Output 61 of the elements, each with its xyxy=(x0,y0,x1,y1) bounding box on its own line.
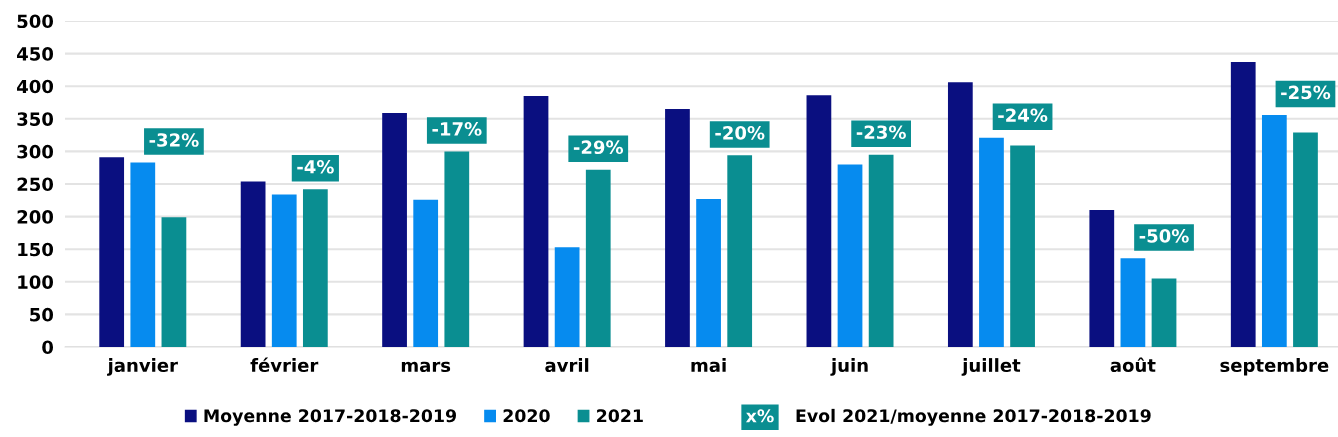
y-tick-label: 500 xyxy=(17,14,54,29)
x-tick-label: juin xyxy=(830,358,868,376)
annotation: -25% xyxy=(1281,85,1331,100)
annotation: -17% xyxy=(432,122,482,136)
bar xyxy=(1089,210,1115,347)
bar xyxy=(444,151,470,347)
legend-label: 2021 xyxy=(597,409,643,423)
text: x% xyxy=(745,409,774,423)
bar xyxy=(130,162,156,347)
y-tick-label: 300 xyxy=(17,144,54,159)
bar xyxy=(302,189,328,347)
text: Evol 2021/moyenne 2017-2018-2019 xyxy=(796,408,1151,426)
bar xyxy=(1010,145,1035,347)
bar xyxy=(837,164,863,347)
bar xyxy=(665,109,690,347)
bar xyxy=(1151,278,1177,347)
y-tick-label: 150 xyxy=(18,242,54,257)
bar xyxy=(240,181,266,347)
legend-label: Moyenne 2017-2018-2019 xyxy=(204,409,456,426)
bar xyxy=(271,194,297,347)
annotation: -20% xyxy=(715,126,765,140)
annotation: -23% xyxy=(856,125,906,140)
x-tick-label: juillet xyxy=(961,358,1021,376)
bar xyxy=(585,169,611,347)
bar xyxy=(99,157,125,347)
annotation: -50% xyxy=(1139,229,1189,243)
bar xyxy=(1261,114,1287,347)
y-tick-label: 400 xyxy=(17,79,54,94)
annotation: -4% xyxy=(297,159,334,174)
legend-label: 2020 xyxy=(503,409,550,423)
annotation: -24% xyxy=(998,108,1048,123)
x-tick-label: février xyxy=(250,357,319,373)
bar xyxy=(523,95,549,347)
annotation: -29% xyxy=(573,140,624,155)
bar xyxy=(947,82,973,347)
y-tick-label: 350 xyxy=(17,112,54,126)
x-tick-label: janvier xyxy=(107,358,178,376)
bar xyxy=(696,199,721,347)
y-tick-label: 250 xyxy=(17,177,54,192)
bar xyxy=(382,112,407,347)
x-tick-label: août xyxy=(1110,357,1156,373)
bar xyxy=(868,154,894,347)
x-tick-label: mai xyxy=(691,358,726,373)
x-tick-label: septembre xyxy=(1220,358,1329,376)
y-tick-label: 200 xyxy=(17,210,54,224)
annotation: -32% xyxy=(149,133,199,147)
bar xyxy=(979,137,1004,347)
x-tick-label: mars xyxy=(401,361,451,373)
y-tick-label: 450 xyxy=(17,47,54,61)
bar xyxy=(1293,132,1318,347)
bar xyxy=(727,155,753,347)
bar xyxy=(1230,62,1256,347)
x-tick-label: avril xyxy=(545,358,589,373)
y-tick-label: 0 xyxy=(42,340,54,355)
bar xyxy=(161,217,187,347)
bar xyxy=(554,247,580,347)
y-tick-label: 100 xyxy=(18,275,54,289)
bar xyxy=(413,199,439,347)
bar xyxy=(1120,258,1146,347)
bar xyxy=(806,95,832,347)
y-tick-label: 50 xyxy=(30,307,54,322)
